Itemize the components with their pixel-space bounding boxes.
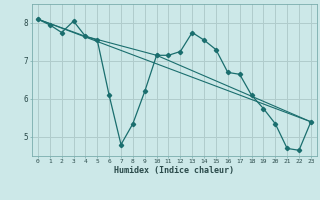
- X-axis label: Humidex (Indice chaleur): Humidex (Indice chaleur): [115, 166, 234, 175]
